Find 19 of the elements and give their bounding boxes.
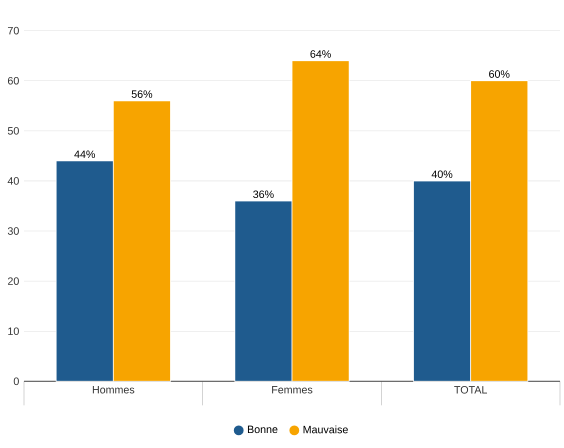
data-label: 44% [74,150,96,158]
y-tick-label: 30 [8,227,19,235]
y-tick-label: 50 [8,127,19,135]
x-tick-label: Femmes [272,386,312,394]
legend-label: Mauvaise [304,425,348,434]
x-tick-label: Hommes [92,386,134,394]
y-tick-label: 60 [8,76,19,85]
data-label: 60% [489,70,510,78]
y-tick-label: 20 [8,277,19,285]
y-tick-label: 10 [8,327,19,335]
data-label: 40% [432,170,452,178]
data-label: 56% [132,90,152,98]
data-label: 36% [253,190,274,198]
y-tick-label: 0 [14,378,19,386]
y-tick-label: 40 [8,177,19,185]
y-tick-label: 70 [8,26,19,34]
data-label: 64% [310,50,331,58]
x-tick-label: TOTAL [454,386,488,394]
legend-label: Bonne [248,426,278,434]
